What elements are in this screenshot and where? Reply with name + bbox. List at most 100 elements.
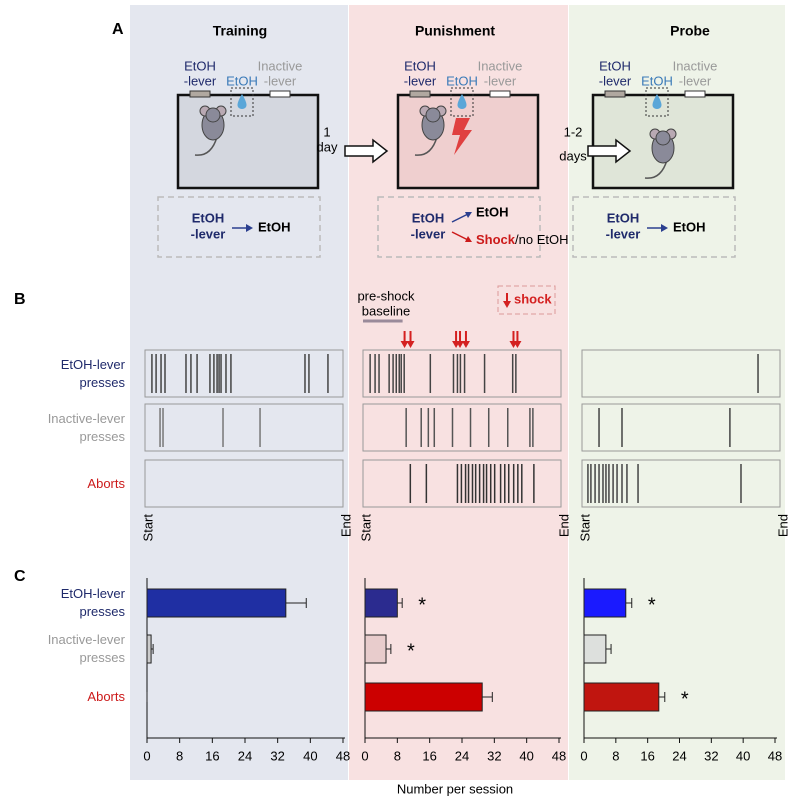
shock-arrowhead bbox=[461, 341, 470, 348]
rule-shock: Shock bbox=[476, 232, 516, 247]
lever-label: EtOH bbox=[184, 58, 216, 73]
error-bar bbox=[285, 598, 307, 608]
reservoir bbox=[450, 87, 474, 117]
x-tick-label: Start bbox=[577, 514, 592, 542]
cage bbox=[176, 93, 320, 190]
inactive-lever bbox=[269, 90, 291, 98]
transition-label: 1-2 bbox=[564, 124, 583, 139]
rule-box bbox=[377, 196, 541, 258]
rule-punish: Shock/no EtOH bbox=[476, 232, 568, 247]
row-label: Aborts bbox=[87, 689, 125, 704]
panel-label: A bbox=[112, 21, 124, 38]
rule-lever: -lever bbox=[606, 226, 641, 241]
x-tick-label: 0 bbox=[361, 748, 368, 763]
raster-box bbox=[144, 349, 344, 398]
x-tick-label: 48 bbox=[552, 748, 566, 763]
x-tick-label: Start bbox=[140, 514, 155, 542]
bar bbox=[146, 588, 287, 618]
row-label: EtOH-lever presses bbox=[60, 356, 125, 390]
x-tick-label: 40 bbox=[303, 748, 317, 763]
shock-legend-head bbox=[503, 301, 511, 308]
x-axis-label: Number per session bbox=[397, 781, 513, 796]
inactive-label: -lever bbox=[264, 73, 297, 88]
raster-box bbox=[362, 403, 562, 452]
shock-bolt bbox=[452, 118, 472, 155]
x-tick-label: 0 bbox=[143, 748, 150, 763]
droplet bbox=[652, 94, 662, 109]
x-tick-label: End bbox=[556, 514, 571, 537]
rule-lever: EtOH bbox=[607, 210, 640, 225]
rule-reward: EtOH bbox=[673, 219, 706, 234]
x-tick-label: End bbox=[775, 514, 790, 537]
x-tick-label: 32 bbox=[270, 748, 284, 763]
x-tick-label: Start bbox=[358, 514, 373, 542]
bar bbox=[583, 588, 627, 618]
baseline-label: pre-shock bbox=[357, 288, 415, 303]
transition-label: day bbox=[317, 139, 338, 154]
shock-arrowhead bbox=[513, 341, 522, 348]
droplet bbox=[237, 94, 247, 109]
x-tick-label: 24 bbox=[455, 748, 469, 763]
column-title: Probe bbox=[670, 23, 710, 39]
error-bar bbox=[386, 644, 392, 654]
lever-label: EtOH bbox=[404, 58, 436, 73]
raster-box bbox=[362, 459, 562, 508]
mouse-tail bbox=[414, 136, 438, 156]
inactive-label: -lever bbox=[484, 73, 517, 88]
mouse-head bbox=[425, 107, 441, 123]
bar bbox=[583, 634, 607, 664]
row-label: EtOH-lever presses bbox=[60, 586, 125, 619]
inactive-lever bbox=[489, 90, 511, 98]
x-tick-label: 16 bbox=[205, 748, 219, 763]
error-bar bbox=[658, 692, 666, 702]
active-lever bbox=[409, 90, 431, 98]
significance: * bbox=[418, 594, 426, 616]
row-label: Aborts bbox=[87, 475, 125, 491]
rule-arrowhead bbox=[661, 224, 668, 232]
rule-box bbox=[157, 196, 321, 258]
raster-box bbox=[581, 403, 781, 452]
error-bar bbox=[482, 692, 493, 702]
rule-reward: EtOH bbox=[258, 219, 291, 234]
transition-label: 1 bbox=[323, 124, 330, 139]
row-label: Inactive-lever presses bbox=[47, 410, 125, 444]
raster-box bbox=[362, 349, 562, 398]
x-tick-label: 48 bbox=[336, 748, 350, 763]
x-tick-label: 32 bbox=[487, 748, 501, 763]
rule-lever: -lever bbox=[191, 226, 226, 241]
inactive-label: -lever bbox=[679, 73, 712, 88]
x-tick-label: 24 bbox=[672, 748, 686, 763]
droplet bbox=[457, 94, 467, 110]
raster-box bbox=[144, 403, 344, 452]
bar bbox=[364, 682, 483, 712]
bar bbox=[364, 588, 398, 618]
x-tick-label: 16 bbox=[422, 748, 436, 763]
lever-label: EtOH bbox=[599, 58, 631, 73]
row-label: Inactive-lever presses bbox=[47, 632, 125, 665]
rule-lever: EtOH bbox=[412, 210, 445, 225]
reservoir bbox=[645, 87, 669, 117]
x-tick-label: 40 bbox=[736, 748, 750, 763]
error-bar bbox=[605, 644, 612, 654]
mouse-tail bbox=[644, 159, 668, 179]
inactive-lever bbox=[684, 90, 706, 98]
shock-arrowhead bbox=[406, 341, 415, 348]
active-lever bbox=[189, 90, 211, 98]
x-tick-label: 8 bbox=[394, 748, 401, 763]
reservoir-label: EtOH bbox=[641, 73, 673, 88]
column-title: Training bbox=[213, 23, 267, 39]
active-lever bbox=[604, 90, 626, 98]
rule-box bbox=[572, 196, 736, 258]
lever-label: -lever bbox=[599, 73, 632, 88]
bar bbox=[583, 682, 660, 712]
rule-arrowhead bbox=[246, 224, 253, 232]
panel-label: B bbox=[14, 291, 26, 308]
transition-arrow bbox=[587, 138, 632, 164]
raster-box bbox=[581, 349, 781, 398]
significance: * bbox=[407, 640, 415, 662]
significance: * bbox=[648, 594, 656, 616]
x-tick-label: 16 bbox=[640, 748, 654, 763]
rule-lever: -lever bbox=[411, 226, 446, 241]
